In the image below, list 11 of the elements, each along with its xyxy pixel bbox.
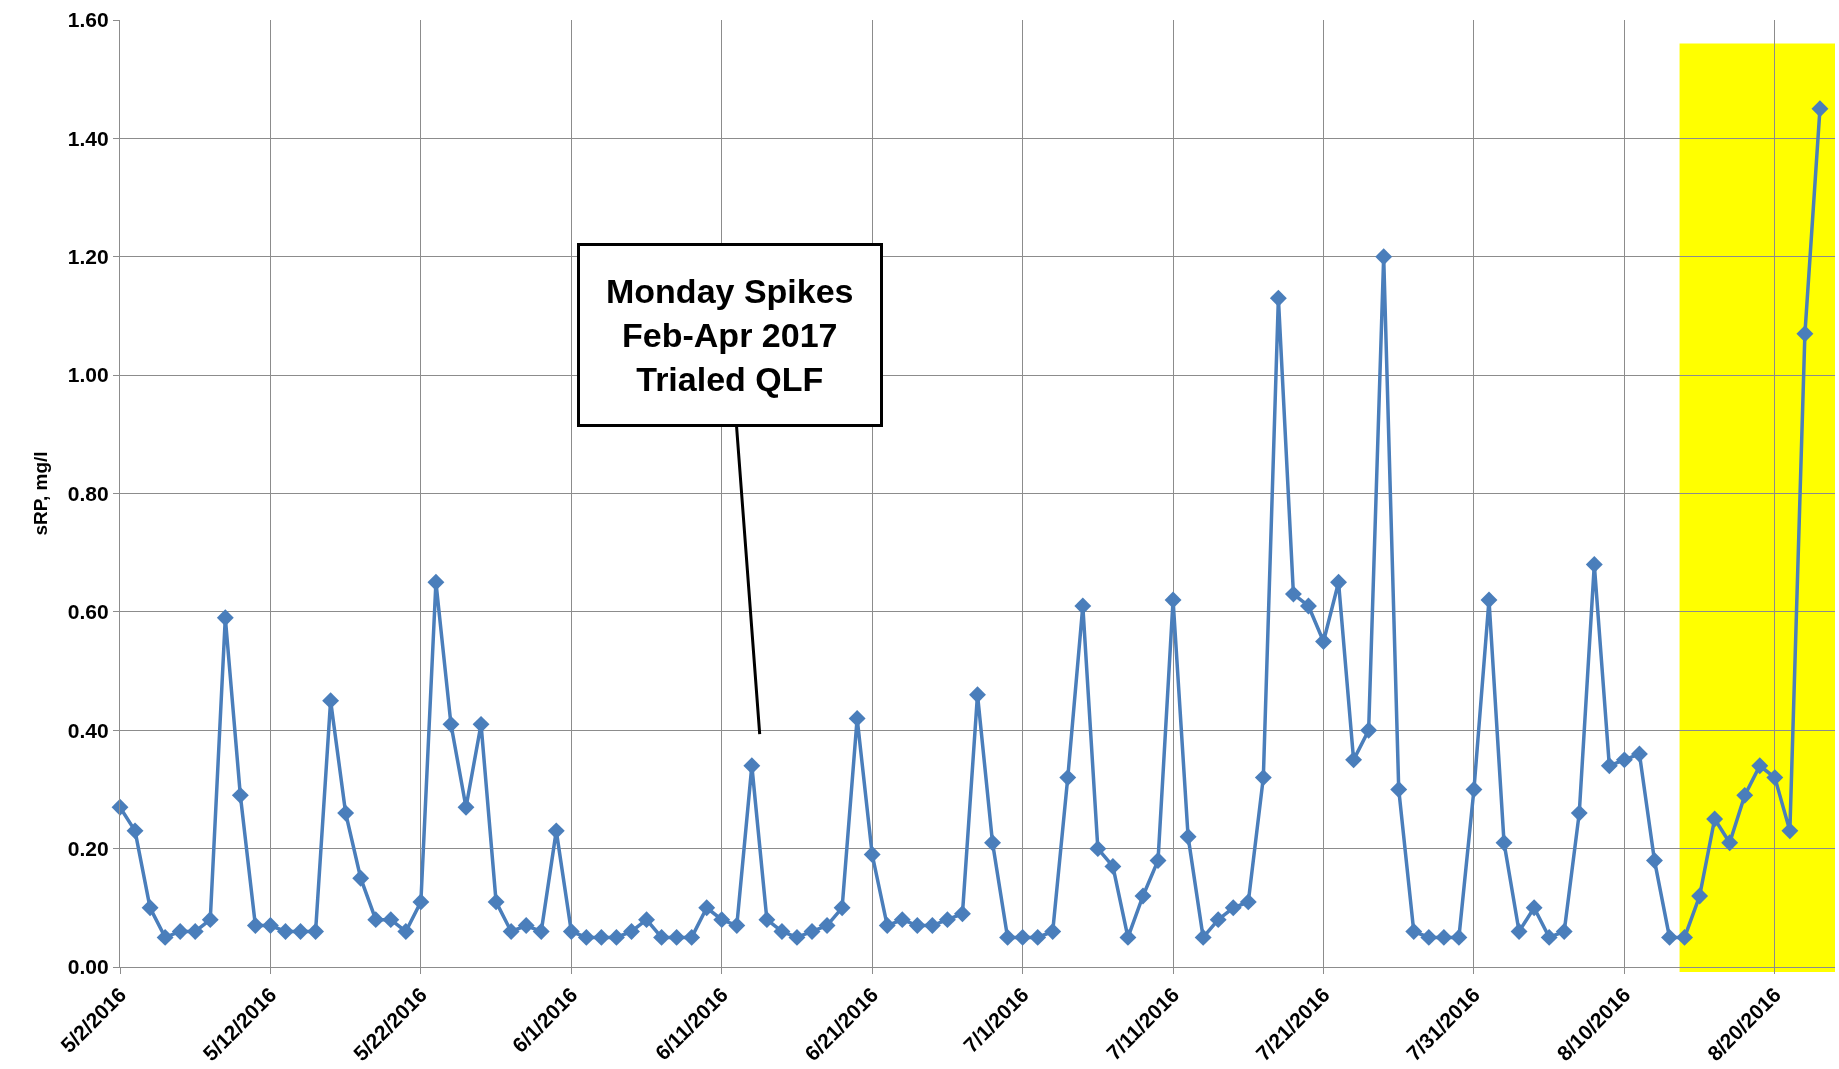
y-tick-label: 0.80 [67,481,109,505]
y-tick-label: 0.00 [67,955,109,979]
y-axis-title: sRP, mg/l [29,451,51,536]
y-tick-label: 0.20 [67,836,109,860]
y-tick-label: 0.40 [67,718,109,742]
y-tick-label: 1.60 [67,8,109,32]
y-tick-label: 1.40 [67,126,109,150]
y-tick-label: 0.60 [67,600,109,624]
y-tick-label: 1.20 [67,245,109,269]
annotation: Monday Spikes Feb-Apr 2017 Trialed QLF [606,272,854,399]
y-tick-label: 1.00 [67,363,109,387]
